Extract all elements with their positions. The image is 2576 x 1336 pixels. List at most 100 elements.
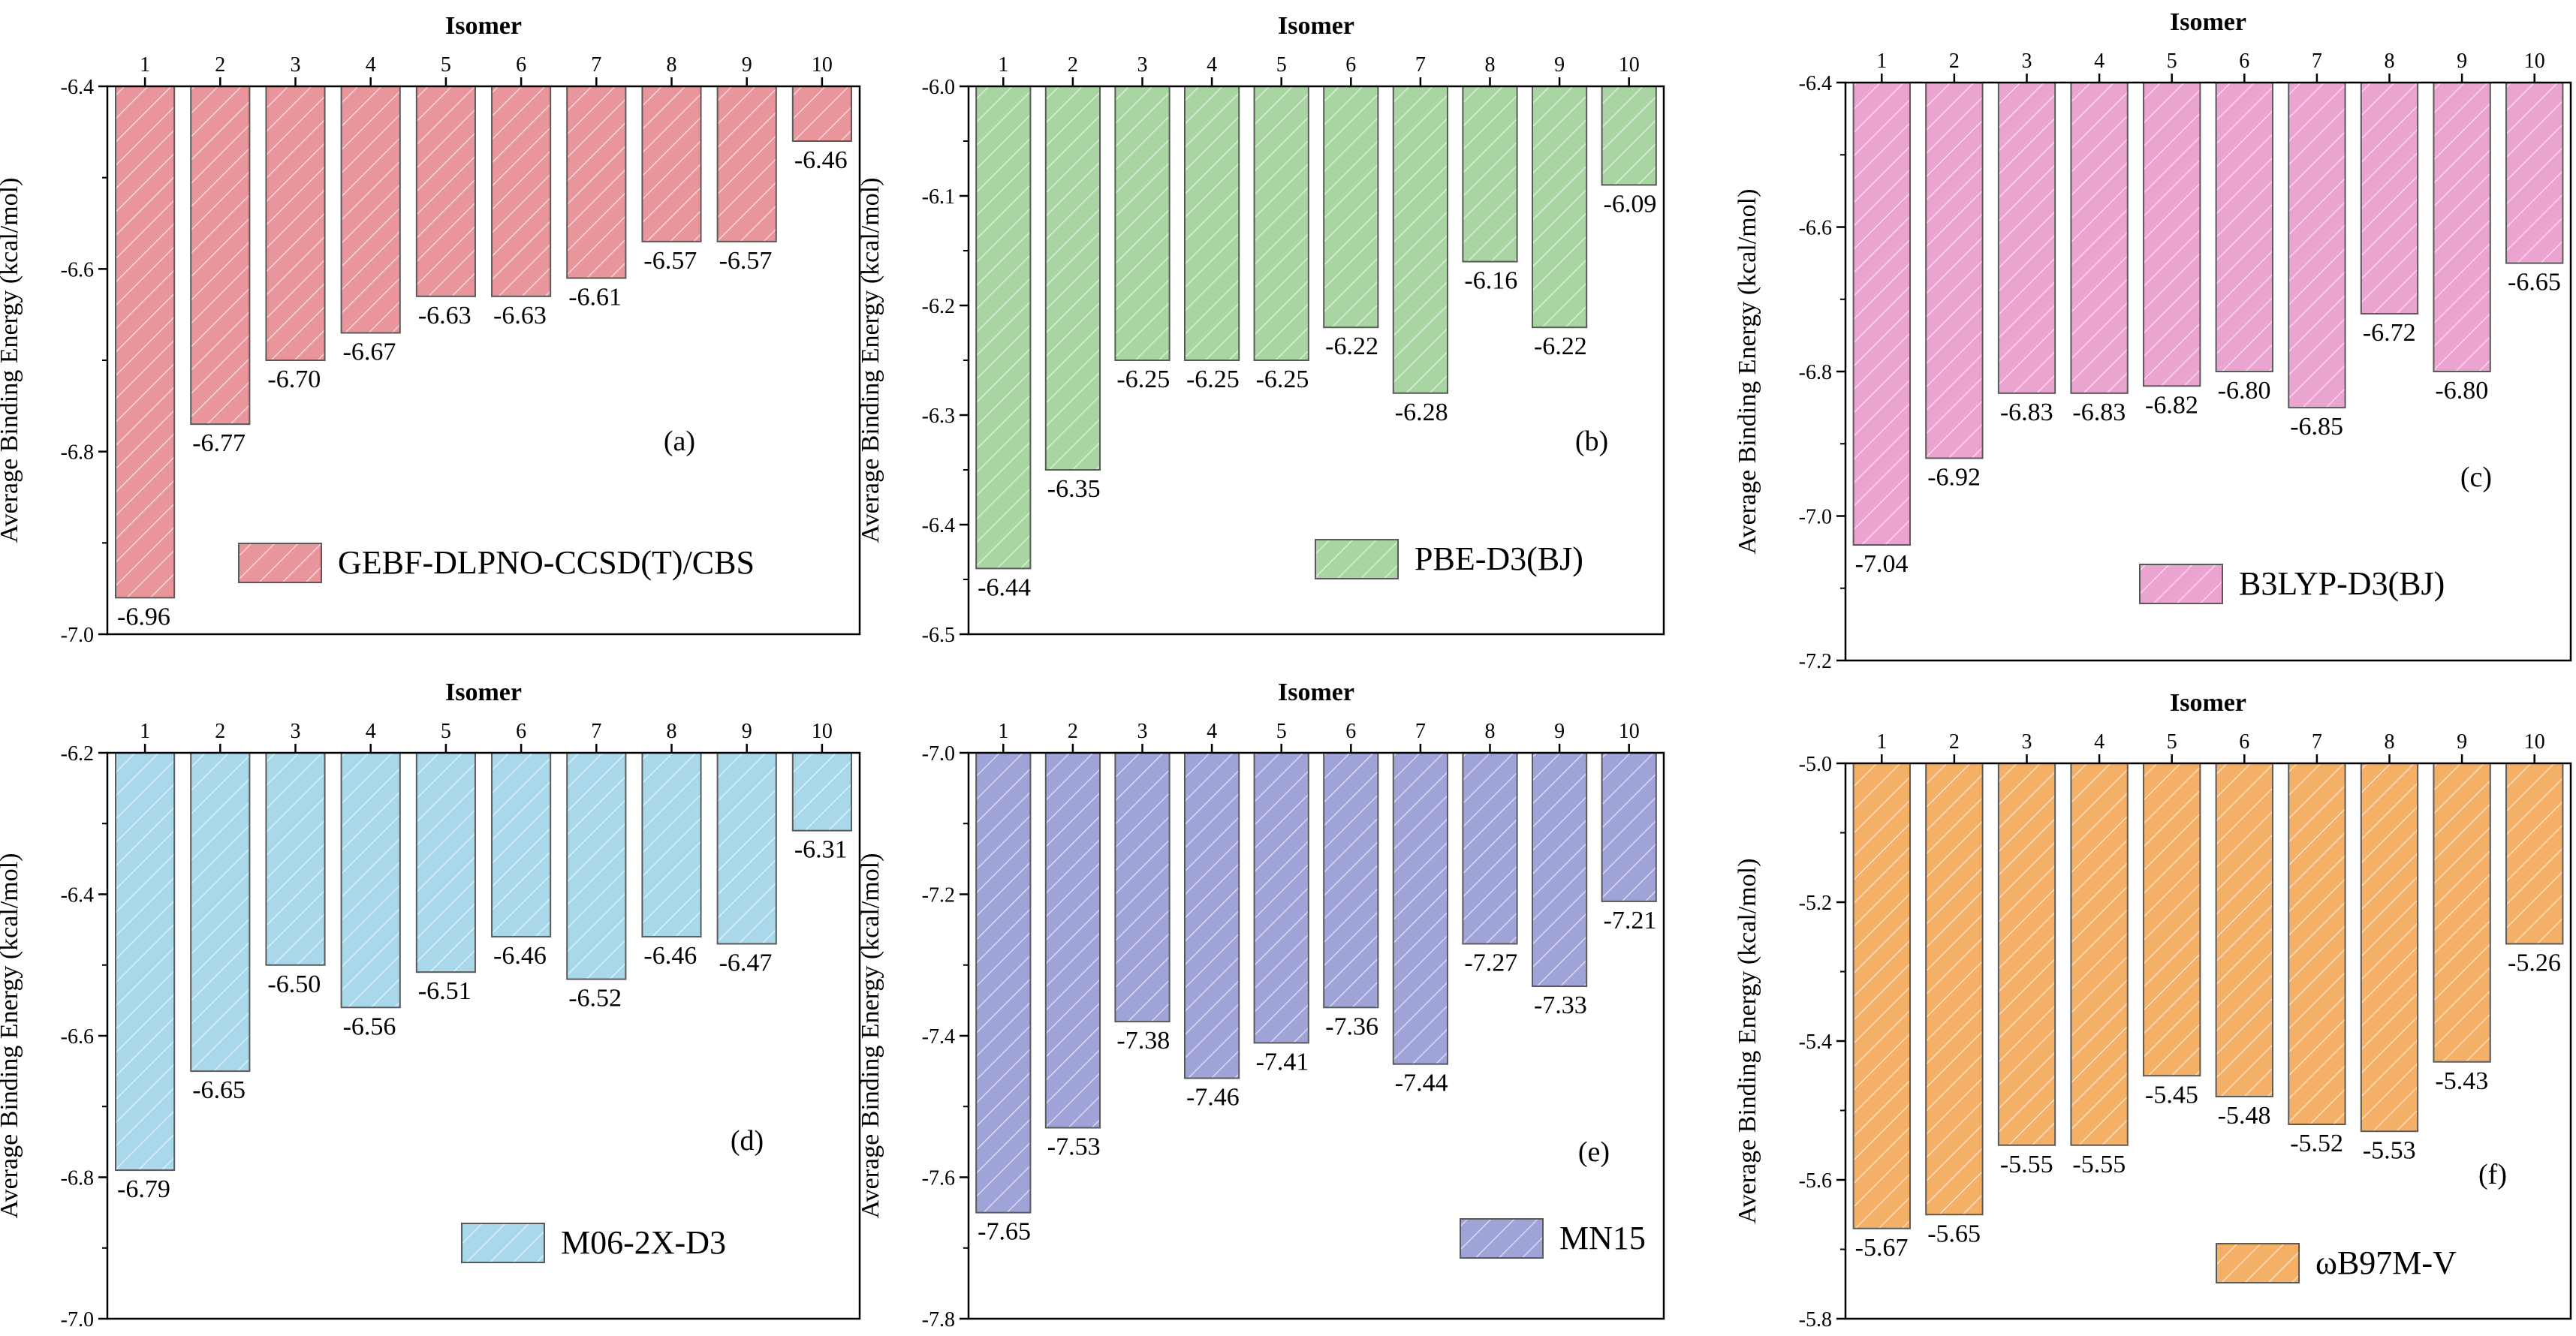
- data-label: -6.80: [2218, 377, 2271, 405]
- legend-swatch: [2216, 1243, 2300, 1283]
- y-tick-label: -6.2: [922, 295, 955, 318]
- legend-label: M06-2X-D3: [561, 1224, 726, 1261]
- x-tick-label: 5: [1276, 53, 1287, 77]
- bar: [415, 752, 476, 973]
- data-label: -6.96: [117, 603, 170, 630]
- bar: [115, 752, 176, 1172]
- bar: [2215, 82, 2273, 372]
- data-label: -6.57: [719, 247, 773, 275]
- y-tick-label: -6.6: [1799, 217, 1832, 240]
- y-tick-label: -6.4: [61, 76, 94, 99]
- y-tick-label: -6.6: [61, 1025, 94, 1049]
- x-tick-label: 8: [2385, 730, 2395, 754]
- x-tick-label: 4: [1207, 720, 1217, 743]
- legend-label: MN15: [1559, 1220, 1646, 1256]
- legend-swatch: [2139, 564, 2223, 604]
- bar: [1531, 86, 1588, 329]
- bar: [1462, 86, 1518, 263]
- x-tick-label: 10: [2524, 50, 2545, 73]
- x-tick-label: 2: [215, 53, 225, 77]
- x-tick-label: 7: [2312, 730, 2322, 754]
- x-tick-label: 4: [366, 720, 376, 743]
- bar: [1114, 752, 1170, 1023]
- legend-label: GEBF-DLPNO-CCSD(T)/CBS: [338, 544, 755, 581]
- data-label: -6.31: [794, 836, 848, 864]
- bar: [2215, 763, 2273, 1097]
- x-tick-label: 1: [998, 720, 1008, 743]
- y-tick-label: -6.8: [61, 1167, 94, 1190]
- x-tick-label: 3: [1137, 53, 1148, 77]
- x-tick-label: 1: [1876, 730, 1887, 754]
- bar: [1925, 82, 1984, 459]
- legend-swatch: [1315, 539, 1399, 579]
- y-tick-label: -7.2: [922, 884, 955, 907]
- y-tick-label: -5.4: [1799, 1031, 1832, 1054]
- data-label: -6.83: [2000, 399, 2053, 426]
- data-label: -6.63: [418, 302, 472, 329]
- x-tick-label: 5: [2167, 730, 2177, 754]
- y-axis-title: Average Binding Energy (kcal/mol): [857, 853, 884, 1219]
- y-tick-label: -6.8: [1799, 361, 1832, 384]
- x-axis-title: Isomer: [445, 679, 522, 706]
- data-label: -7.38: [1116, 1027, 1170, 1055]
- data-label: -7.44: [1395, 1070, 1448, 1097]
- y-tick-label: -5.2: [1799, 892, 1832, 915]
- bar: [1997, 82, 2056, 394]
- bar: [340, 752, 401, 1009]
- x-tick-label: 9: [2457, 730, 2467, 754]
- x-tick-label: 7: [1415, 720, 1426, 743]
- bar: [1531, 752, 1588, 988]
- data-label: -7.53: [1047, 1133, 1101, 1161]
- x-tick-label: 10: [1619, 720, 1640, 743]
- y-tick-label: -6.3: [922, 405, 955, 428]
- bar: [1183, 86, 1240, 361]
- data-label: -5.52: [2290, 1130, 2343, 1157]
- data-label: -6.28: [1395, 399, 1448, 426]
- data-label: -6.77: [192, 429, 246, 457]
- bar: [1392, 86, 1449, 394]
- data-label: -6.47: [719, 949, 773, 976]
- x-tick-label: 2: [1949, 50, 1960, 73]
- bar: [2505, 82, 2564, 264]
- panel-label: (d): [731, 1125, 764, 1157]
- x-tick-label: 2: [1949, 730, 1960, 754]
- bar: [1114, 86, 1170, 361]
- data-label: -5.45: [2145, 1081, 2198, 1109]
- panel-label: (f): [2478, 1159, 2507, 1190]
- y-tick-label: -6.4: [1799, 72, 1832, 95]
- y-tick-label: -7.0: [61, 1308, 94, 1331]
- bar: [265, 752, 326, 966]
- x-tick-label: 9: [1554, 720, 1565, 743]
- y-tick-label: -5.8: [1799, 1308, 1832, 1331]
- data-label: -6.65: [192, 1076, 246, 1104]
- x-tick-label: 8: [1485, 720, 1496, 743]
- data-label: -6.25: [1186, 366, 1240, 393]
- bar: [791, 752, 852, 832]
- data-label: -5.67: [1855, 1234, 1909, 1262]
- x-tick-label: 2: [1068, 53, 1078, 77]
- panel-label: (a): [664, 426, 695, 457]
- data-label: -6.25: [1256, 366, 1309, 393]
- data-label: -6.57: [643, 247, 697, 275]
- data-label: -7.27: [1464, 949, 1517, 976]
- x-tick-label: 7: [2312, 50, 2322, 73]
- y-tick-label: -7.2: [1799, 650, 1832, 673]
- bar: [1253, 86, 1309, 361]
- x-tick-label: 1: [140, 53, 150, 77]
- y-axis-title: Average Binding Energy (kcal/mol): [1734, 189, 1761, 555]
- data-label: -6.83: [2072, 399, 2126, 426]
- data-label: -6.35: [1047, 475, 1101, 503]
- data-label: -5.53: [2363, 1136, 2416, 1164]
- bar: [2143, 763, 2201, 1077]
- x-tick-label: 8: [667, 720, 677, 743]
- bar: [566, 752, 627, 980]
- x-tick-label: 10: [812, 720, 833, 743]
- x-tick-label: 6: [1345, 53, 1356, 77]
- y-axis-title: Average Binding Energy (kcal/mol): [857, 178, 884, 543]
- y-axis-title: Average Binding Energy (kcal/mol): [1734, 859, 1761, 1224]
- x-tick-label: 9: [742, 53, 752, 77]
- data-label: -6.70: [267, 366, 321, 393]
- legend-swatch: [238, 543, 322, 583]
- bar: [1253, 752, 1309, 1044]
- data-label: -6.61: [568, 284, 622, 311]
